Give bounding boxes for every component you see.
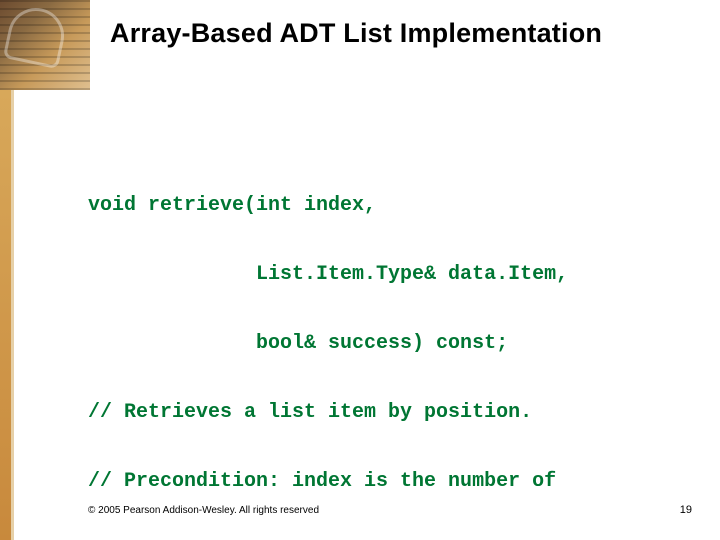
copyright-text: © 2005 Pearson Addison-Wesley. All right… (88, 505, 319, 516)
slide-title: Array-Based ADT List Implementation (110, 18, 700, 49)
side-accent-bar (0, 90, 14, 540)
page-number: 19 (680, 504, 692, 516)
corner-graphic (0, 0, 90, 90)
code-line: // Precondition: index is the number of (88, 470, 592, 493)
code-line: void retrieve(int index, (88, 194, 592, 217)
code-block: void retrieve(int index, List.Item.Type&… (88, 148, 592, 540)
slide: Array-Based ADT List Implementation void… (0, 0, 720, 540)
code-line: bool& success) const; (88, 332, 592, 355)
code-line: // Retrieves a list item by position. (88, 401, 592, 424)
code-line: List.Item.Type& data.Item, (88, 263, 592, 286)
